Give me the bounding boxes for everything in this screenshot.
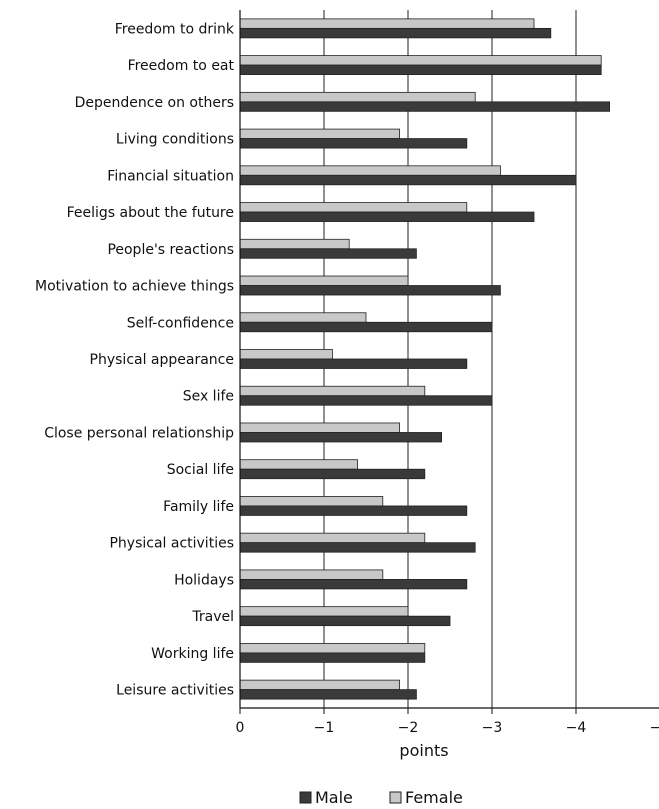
category-label: Close personal relationship bbox=[44, 425, 234, 441]
bar-female bbox=[239, 275, 409, 286]
category-label: Physical appearance bbox=[90, 352, 234, 368]
category-label: People's reactions bbox=[107, 242, 234, 258]
bar-male bbox=[239, 689, 417, 700]
x-tick-label: −3 bbox=[482, 720, 503, 736]
bar-male bbox=[239, 652, 426, 663]
x-tick-label: −2 bbox=[398, 720, 419, 736]
category-label: Leisure activities bbox=[116, 683, 234, 699]
bars bbox=[239, 18, 611, 700]
bar-male bbox=[239, 321, 493, 333]
category-label: Self-confidence bbox=[127, 315, 234, 331]
bar-male bbox=[239, 211, 535, 222]
x-tick-label: −4 bbox=[566, 720, 587, 736]
category-label: Feeligs about the future bbox=[67, 205, 234, 221]
x-axis-label: points bbox=[399, 741, 448, 760]
category-label: Family life bbox=[163, 499, 234, 515]
bar-female bbox=[239, 606, 409, 617]
bar-male bbox=[239, 615, 451, 627]
axes bbox=[239, 10, 659, 709]
bar-male bbox=[239, 138, 468, 149]
category-label: Travel bbox=[191, 609, 234, 625]
legend: Male Female bbox=[299, 788, 463, 807]
bar-female bbox=[239, 349, 333, 360]
category-labels: Freedom to drink Freedom to eat Dependence… bbox=[35, 21, 235, 698]
bar-female bbox=[239, 385, 426, 397]
x-tick-label: −5 bbox=[650, 720, 659, 736]
category-label: Dependence on others bbox=[75, 95, 234, 111]
bar-male bbox=[239, 579, 468, 590]
category-label: Freedom to drink bbox=[115, 21, 235, 37]
bar-female bbox=[239, 679, 401, 691]
bar-female bbox=[239, 128, 401, 139]
bar-female bbox=[239, 642, 426, 654]
x-ticks: 0 −1 −2 −3 −4 −5 bbox=[236, 708, 659, 736]
bar-female bbox=[239, 18, 535, 29]
category-label: Financial situation bbox=[107, 168, 234, 184]
bar-female bbox=[239, 532, 426, 544]
bar-female bbox=[239, 91, 476, 103]
category-label: Living conditions bbox=[116, 132, 234, 148]
category-label: Freedom to eat bbox=[128, 58, 235, 74]
bar-male bbox=[239, 542, 476, 553]
bar-male bbox=[239, 64, 602, 76]
legend-label-male: Male bbox=[315, 788, 353, 807]
bar-male bbox=[239, 358, 468, 369]
category-label: Physical activities bbox=[109, 536, 234, 552]
bar-male bbox=[239, 285, 501, 296]
bar-female bbox=[239, 569, 384, 580]
bar-female bbox=[239, 165, 501, 176]
bar-female bbox=[239, 422, 401, 433]
category-label: Sex life bbox=[183, 389, 234, 405]
bar-female bbox=[239, 459, 358, 470]
bar-male bbox=[239, 432, 443, 443]
bar-male bbox=[239, 101, 611, 112]
bar-male bbox=[239, 27, 552, 39]
bar-female bbox=[239, 202, 468, 213]
bar-female bbox=[239, 55, 602, 66]
bar-male bbox=[239, 468, 426, 480]
category-label: Working life bbox=[151, 646, 234, 662]
bar-male bbox=[239, 505, 468, 516]
category-label: Holidays bbox=[174, 572, 234, 588]
bar-female bbox=[239, 496, 384, 507]
category-label: Motivation to achieve things bbox=[35, 279, 234, 295]
legend-swatch-female bbox=[389, 791, 402, 804]
x-tick-label: −1 bbox=[314, 720, 335, 736]
category-label: Social life bbox=[167, 462, 234, 478]
bar-female bbox=[239, 238, 350, 250]
bar-male bbox=[239, 174, 577, 186]
bar-male bbox=[239, 248, 417, 259]
x-tick-label: 0 bbox=[236, 720, 245, 736]
bar-female bbox=[239, 312, 367, 323]
legend-swatch-male bbox=[299, 791, 312, 804]
bar-male bbox=[239, 395, 493, 406]
legend-label-female: Female bbox=[405, 788, 463, 807]
